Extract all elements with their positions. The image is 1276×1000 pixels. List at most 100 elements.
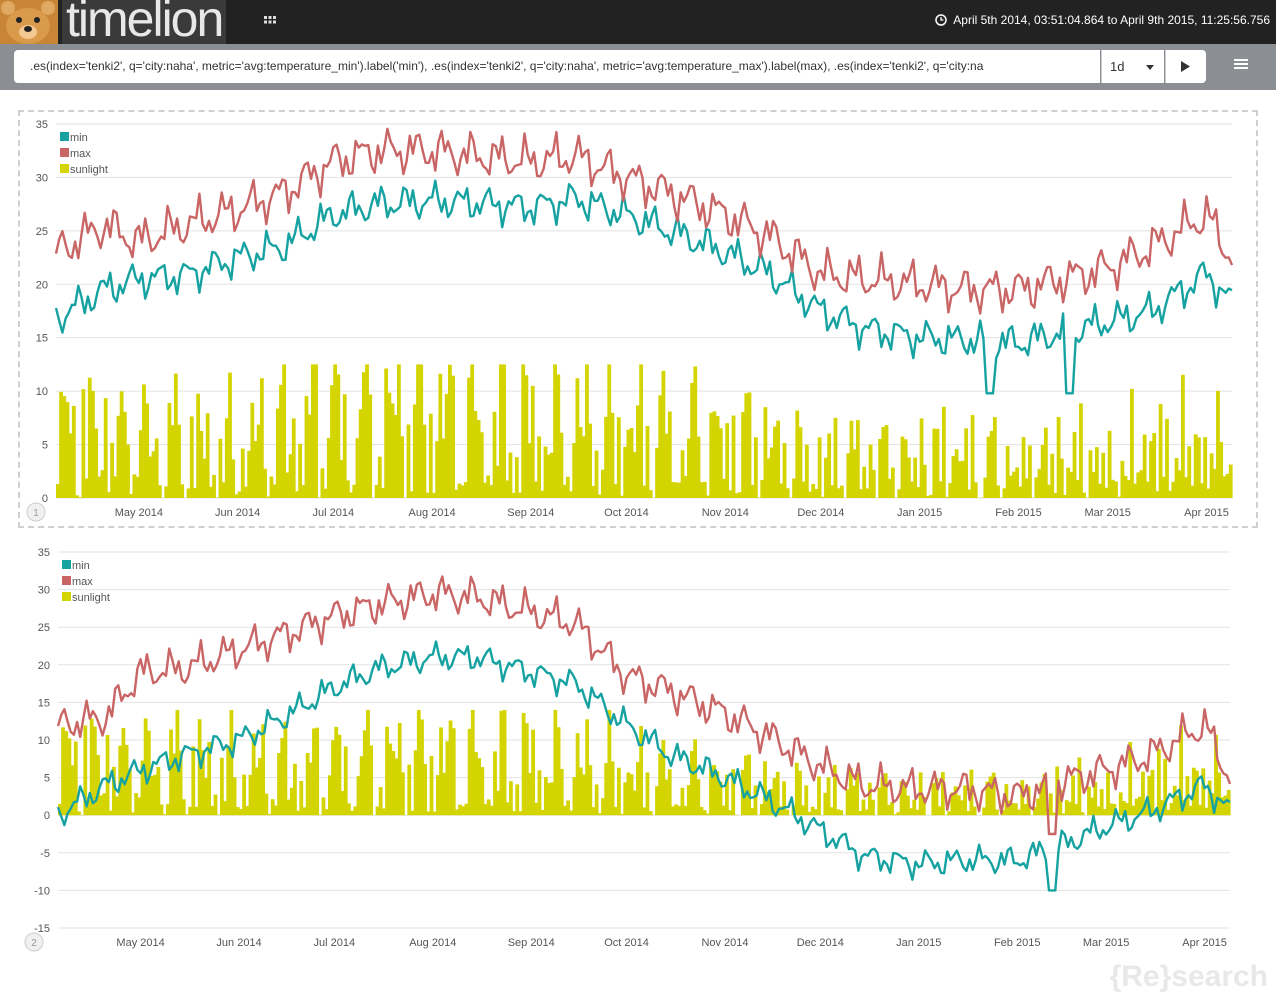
panel-number: 1 [33,508,39,519]
bar-sunlight [690,382,694,498]
y-tick-label: 30 [36,172,48,184]
bar-sunlight [820,496,825,498]
interval-select[interactable]: 1d [1101,50,1164,83]
bar-sunlight [381,488,385,498]
legend-swatch-sunlight [60,164,69,173]
bar-sunlight [988,776,993,816]
expression-input[interactable]: .es(index='tenki2', q='city:naha', metri… [14,50,1100,83]
bar-sunlight [508,452,513,498]
chart-panel-1[interactable]: 0 5 10 15 20 25 30 35 May 2014 Jun 2014 Jul 2014 Au… [18,110,1258,528]
bar-sunlight [202,458,207,498]
run-button[interactable] [1165,50,1206,83]
bar-sunlight [126,444,130,498]
bar-sunlight [1018,486,1023,498]
bar-sunlight [916,487,921,498]
bar-sunlight [387,392,392,498]
bar-sunlight [165,804,170,816]
bar-sunlight [1007,800,1012,816]
bar-sunlight [991,772,996,816]
bar-sunlight [102,793,107,816]
bar-sunlight [956,795,961,816]
legend-label-sunlight: sunlight [72,592,110,604]
bar-sunlight [1206,488,1211,498]
bar-sunlight [721,805,726,816]
bar-sunlight [836,809,840,816]
bar-sunlight [750,484,755,498]
bar-sunlight [1118,792,1123,816]
bar-sunlight [1161,476,1166,498]
bar-sunlight [1101,452,1106,498]
bar-sunlight [868,444,873,498]
clock-icon [935,14,948,26]
bar-sunlight [1008,475,1013,498]
bar-sunlight [648,811,653,816]
bar-sunlight [1080,812,1085,816]
bar-sunlight [1122,800,1126,816]
bar-sunlight [97,476,102,498]
bar-sunlight [353,806,358,816]
bar-sunlight [451,728,456,816]
bar-sunlight [115,796,119,816]
bar-sunlight [498,364,503,498]
bar-sunlight [400,436,404,498]
bar-sunlight [234,494,239,498]
bar-sunlight [375,806,380,816]
chart-panel-2[interactable]: -15 -10 -5 0 5 10 15 20 25 30 35 May 2014 Jun 2014 Ju… [18,540,1258,952]
bar-sunlight [747,754,752,816]
bar-sunlight [518,492,522,498]
bar-sunlight [1120,460,1125,498]
bar-sunlight [388,743,393,816]
bar-sunlight [636,762,640,816]
bar-sunlight [315,727,320,816]
bar-sunlight [884,425,889,498]
bar-sunlight [1214,734,1218,816]
bar-sunlight [473,410,478,498]
time-range-picker[interactable]: April 5th 2014, 03:51:04.864 to April 9t… [935,13,1270,27]
chart-2: -15 -10 -5 0 5 10 15 20 25 30 35 May 2014 Jun 2014 Ju… [24,547,1232,952]
bar-sunlight [982,807,987,816]
bar-sunlight [830,485,835,498]
bar-sunlight [162,814,167,816]
bar-sunlight [191,746,196,816]
bar-sunlight [70,765,75,816]
series-max-line [56,575,1232,836]
bar-sunlight [406,424,411,498]
bar-sunlight [578,767,583,816]
bar-sunlight [824,457,828,498]
bar-sunlight [301,485,306,498]
bar-sunlight [795,410,800,498]
bar-sunlight [304,396,309,498]
bar-sunlight [948,483,953,498]
bar-sunlight [302,807,307,816]
bar-sunlight [996,485,1000,498]
bar-sunlight [680,450,685,498]
bar-sunlight [582,774,586,816]
bar-sunlight [961,460,965,498]
x-tick-label: Jun 2014 [216,937,261,949]
hamburger-menu-icon[interactable] [1234,58,1248,70]
bar-sunlight [950,792,955,816]
bar-sunlight [521,364,526,498]
bar-sunlight [858,810,863,816]
bar-sunlight [565,476,570,498]
bar-sunlight [766,791,771,816]
bar-sunlight [1134,798,1139,816]
bar-sunlight [432,492,436,498]
bar-sunlight [989,430,994,498]
bar-sunlight [280,737,285,816]
grid-menu-icon[interactable] [262,13,278,29]
bar-sunlight [1069,471,1074,498]
x-tick-label: Jul 2014 [314,937,356,949]
bar-sunlight [1144,803,1149,816]
panel-number: 2 [31,938,37,949]
bar-sunlight [1110,479,1115,498]
bar-sunlight [671,482,675,498]
bar-sunlight [655,447,659,498]
bar-sunlight [864,809,869,816]
bar-sunlight [909,808,913,816]
bar-sunlight [441,438,446,498]
x-tick-label: Jan 2015 [897,507,942,519]
bar-sunlight [334,726,339,816]
bar-sunlight [642,807,647,816]
bar-sunlight [1012,471,1016,498]
